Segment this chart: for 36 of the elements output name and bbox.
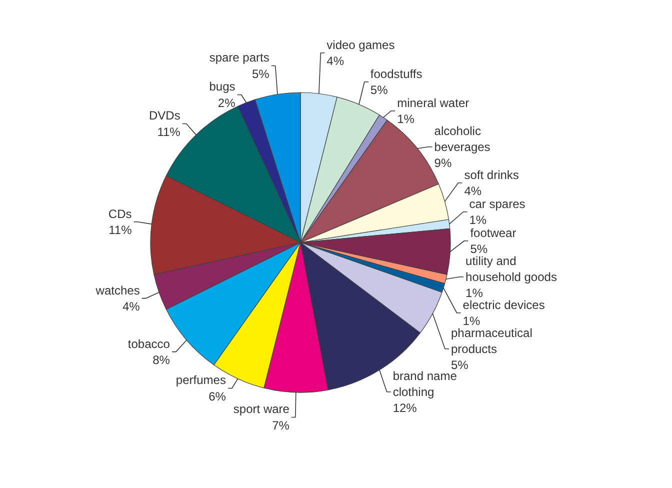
data-label: 5% <box>370 82 388 97</box>
slice-label: watches <box>94 283 140 298</box>
slice-label: car spares <box>469 196 526 211</box>
data-label: 6% <box>208 389 226 404</box>
data-label: 11% <box>108 222 132 237</box>
data-label: 5% <box>470 242 488 256</box>
slice-label: soft drinks <box>464 168 519 182</box>
slice-label: footwear <box>470 226 516 240</box>
data-label: 7% <box>272 418 290 432</box>
slice-label: pharmaceutical products <box>450 326 532 356</box>
data-label: 9% <box>434 156 452 170</box>
slice-label: perfumes <box>176 373 226 388</box>
slice-label: CDs <box>108 206 132 221</box>
slice-label: alcoholic beverages <box>434 124 490 154</box>
slice-label: utility and household goods <box>466 254 557 284</box>
slice-label: foodstuffs <box>370 66 422 81</box>
data-label: 12% <box>392 400 418 415</box>
data-label: 4% <box>326 54 344 68</box>
data-label: 1% <box>462 314 480 328</box>
data-label: 2% <box>218 96 236 110</box>
slice-label: video games <box>326 38 395 52</box>
slice-label: mineral water <box>397 96 470 110</box>
data-label: 1% <box>397 112 415 126</box>
data-label: 1% <box>469 212 487 227</box>
data-label: 4% <box>464 184 482 198</box>
data-label: 11% <box>157 124 181 139</box>
slice-label: spare parts <box>209 50 270 65</box>
data-label: 4% <box>122 299 140 314</box>
slice-label: bugs <box>209 80 236 94</box>
slice-label: tobacco <box>128 336 170 351</box>
slice-label: electric devices <box>462 298 545 312</box>
data-label: 5% <box>252 66 270 81</box>
data-label: 1% <box>466 286 484 300</box>
slice-label: sport ware <box>233 402 290 416</box>
data-label: 8% <box>152 352 170 367</box>
slice-label: DVDs <box>149 108 180 123</box>
